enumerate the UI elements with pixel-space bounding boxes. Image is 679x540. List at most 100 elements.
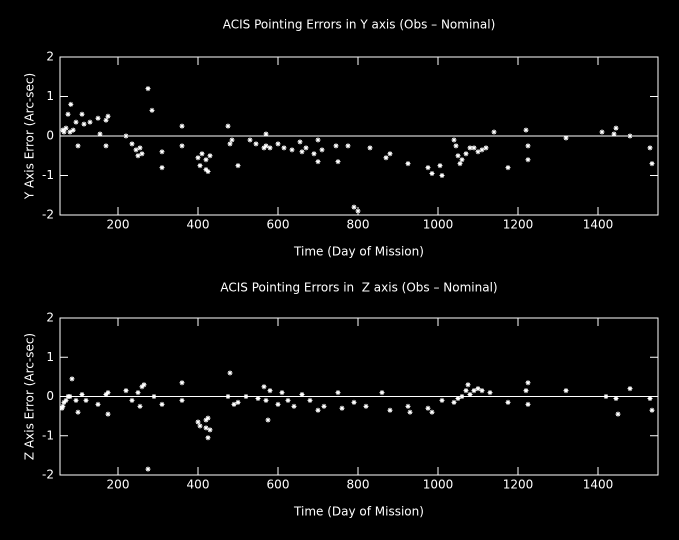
scatter-point [603, 394, 609, 399]
scatter-point [105, 113, 111, 119]
scatter-point [475, 386, 481, 392]
scatter-point [611, 131, 617, 137]
scatter-point [379, 390, 385, 396]
x-tick-label: 400 [187, 478, 210, 492]
scatter-point [455, 153, 461, 159]
scatter-point [299, 149, 305, 155]
scatter-point [307, 397, 313, 403]
scatter-point [65, 111, 71, 117]
scatter-point [451, 399, 457, 405]
scatter-point [83, 397, 89, 403]
scatter-point [647, 145, 653, 151]
scatter-point [207, 427, 213, 433]
scatter-point [133, 147, 139, 153]
scatter-point [525, 143, 531, 149]
scatter-point [311, 151, 317, 157]
scatter-point [263, 131, 269, 137]
scatter-point [135, 153, 141, 159]
scatter-point [367, 145, 373, 151]
scatter-point [387, 151, 393, 157]
scatter-point [333, 143, 339, 149]
scatter-point [459, 157, 465, 163]
scatter-point [63, 397, 69, 403]
scatter-point [79, 392, 85, 398]
x-tick-label: 200 [107, 478, 130, 492]
scatter-point [479, 388, 485, 394]
scatter-point [505, 165, 511, 171]
scatter-point [253, 141, 259, 147]
scatter-point [263, 143, 269, 149]
scatter-point [451, 137, 457, 143]
scatter-point [523, 127, 529, 133]
y-tick-label: 1 [46, 89, 54, 103]
y-tick-label: 2 [46, 311, 54, 325]
scatter-point [425, 165, 431, 171]
scatter-point [279, 390, 285, 396]
scatter-point [649, 161, 655, 167]
scatter-point [563, 135, 569, 141]
y-tick-label: -1 [42, 168, 54, 182]
scatter-point [463, 151, 469, 157]
x-tick-label: 1400 [583, 478, 614, 492]
scatter-point [235, 399, 241, 405]
scatter-point [615, 411, 621, 417]
x-tick-label: 600 [267, 478, 290, 492]
scatter-point [599, 129, 605, 135]
scatter-point [141, 382, 147, 388]
scatter-point [429, 409, 435, 415]
scatter-point [345, 143, 351, 149]
scatter-point [425, 405, 431, 411]
scatter-point [439, 397, 445, 403]
x-tick-label: 800 [347, 218, 370, 232]
scatter-point [319, 147, 325, 153]
scatter-point [649, 407, 655, 413]
scatter-point [275, 141, 281, 147]
scatter-point [647, 395, 653, 401]
scatter-point [339, 405, 345, 411]
scatter-point [145, 466, 151, 472]
scatter-point [487, 390, 493, 396]
scatter-point [613, 125, 619, 131]
scatter-point [179, 397, 185, 403]
scatter-point [87, 119, 93, 125]
scatter-point [315, 407, 321, 413]
x-tick-label: 1200 [503, 218, 534, 232]
y-tick-label: 0 [46, 389, 54, 403]
scatter-point [79, 111, 85, 117]
scatter-point [179, 143, 185, 149]
scatter-point [407, 409, 413, 415]
scatter-point [75, 409, 81, 415]
scatter-point [207, 153, 213, 159]
scatter-point [627, 386, 633, 392]
scatter-point [59, 405, 65, 411]
scatter-point [139, 384, 145, 390]
scatter-point [227, 141, 233, 147]
scatter-point [105, 411, 111, 417]
scatter-point [197, 163, 203, 169]
y-tick-label: -2 [42, 208, 54, 222]
scatter-point [613, 395, 619, 401]
scatter-point [137, 145, 143, 151]
scatter-point [179, 380, 185, 386]
y-tick-label: 0 [46, 129, 54, 143]
scatter-point [405, 161, 411, 167]
scatter-point [197, 423, 203, 429]
scatter-point [95, 401, 101, 407]
scatter-point [471, 145, 477, 151]
scatter-point [203, 167, 209, 173]
y-tick-label: 2 [46, 50, 54, 64]
scatter-point [225, 123, 231, 129]
scatter-point [205, 169, 211, 175]
scatter-point [491, 129, 497, 135]
scatter-point [455, 395, 461, 401]
scatter-point [103, 392, 109, 398]
scatter-point [525, 380, 531, 386]
y-tick-label: -1 [42, 428, 54, 442]
scatter-point [231, 401, 237, 407]
scatter-point [205, 415, 211, 421]
scatter-point [267, 145, 273, 151]
y-tick-label: -2 [42, 468, 54, 482]
scatter-point [103, 117, 109, 123]
scatter-point [525, 401, 531, 407]
scatter-point [67, 129, 73, 135]
